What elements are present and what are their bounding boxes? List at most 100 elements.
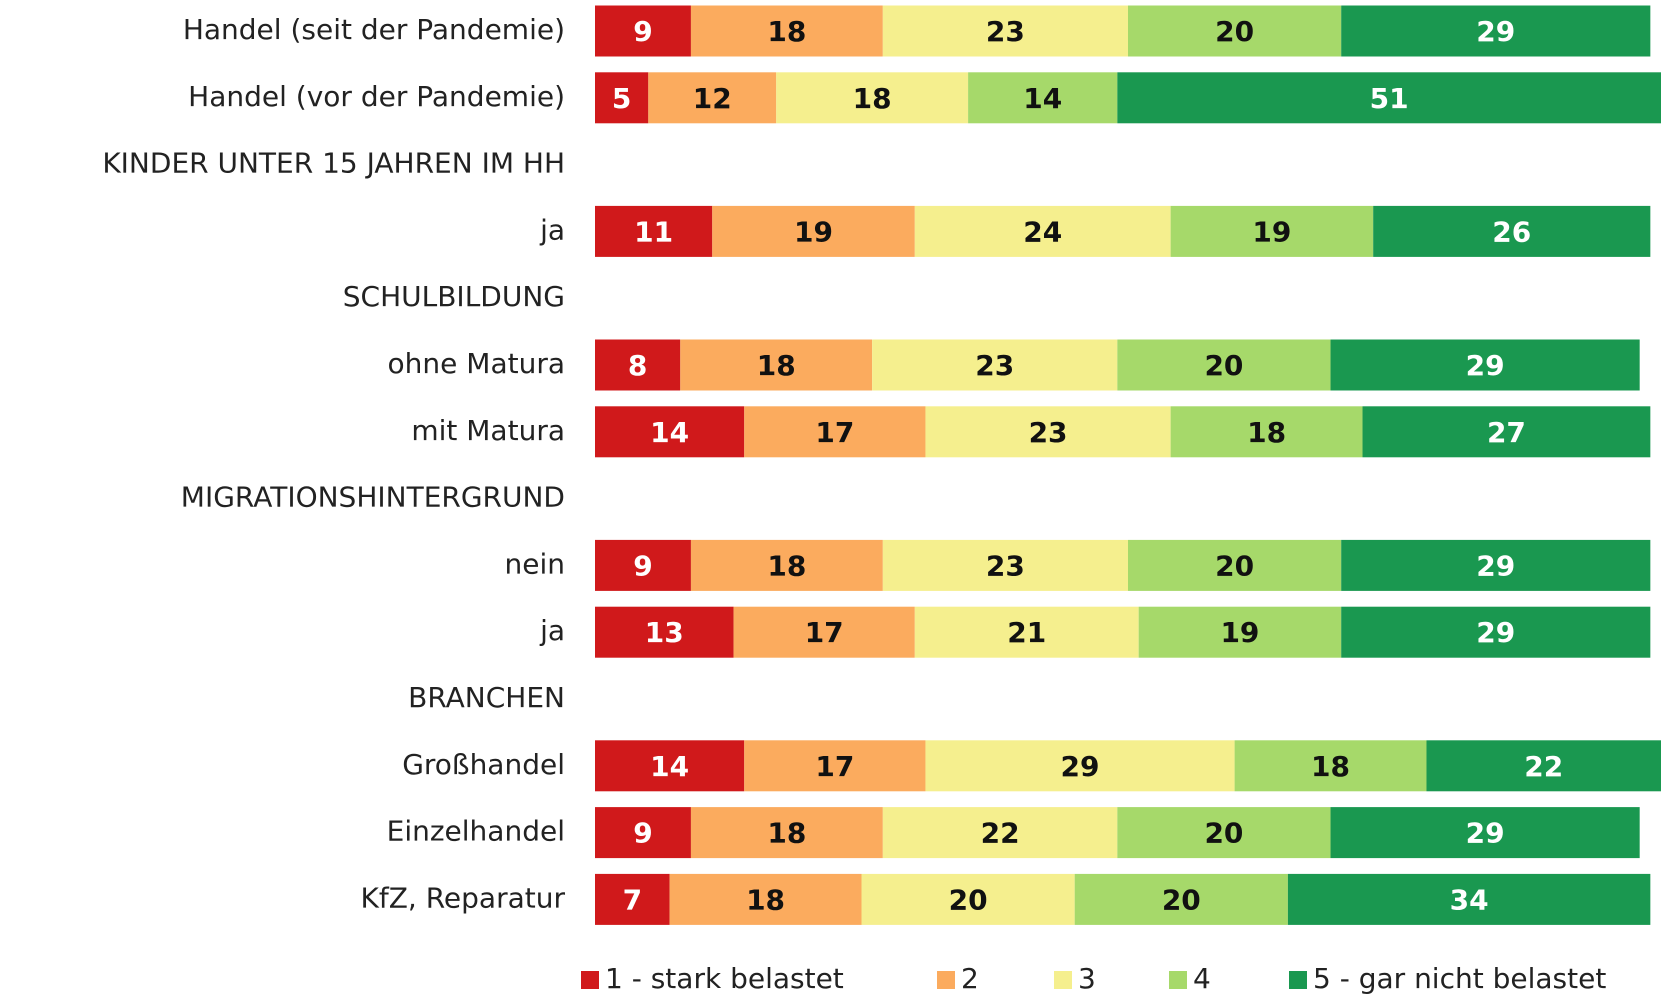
category-label: ja (539, 614, 565, 647)
bar-segment (1330, 339, 1640, 391)
data-label: 19 (1220, 616, 1259, 649)
data-label: 18 (1247, 416, 1286, 449)
bar-segment (1373, 205, 1651, 257)
data-label: 22 (1524, 750, 1563, 783)
data-label: 21 (1007, 616, 1046, 649)
category-label: Handel (seit der Pandemie) (183, 13, 565, 46)
data-label: 29 (1061, 750, 1100, 783)
bar-segment (1074, 873, 1288, 925)
bar-segment (882, 539, 1128, 591)
data-label: 9 (633, 817, 652, 850)
bar-segment (1117, 339, 1331, 391)
bar-segment (925, 406, 1171, 458)
bar-segment (712, 205, 915, 257)
data-label: 51 (1370, 82, 1409, 115)
data-label: 14 (650, 750, 689, 783)
bar-segment (595, 339, 681, 391)
bar-segment (1341, 606, 1651, 658)
data-label: 29 (1476, 616, 1515, 649)
bar-segment (914, 606, 1139, 658)
data-label: 11 (634, 215, 673, 248)
data-label: 14 (1023, 82, 1062, 115)
legend-label: 4 (1193, 962, 1211, 995)
data-label: 14 (650, 416, 689, 449)
data-label: 7 (623, 883, 642, 916)
data-label: 29 (1466, 817, 1505, 850)
data-label: 20 (949, 883, 988, 916)
bar-segment (595, 873, 670, 925)
data-label: 18 (1311, 750, 1350, 783)
data-label: 17 (805, 616, 844, 649)
category-label: KfZ, Reparatur (361, 881, 566, 914)
bar-segment (595, 539, 691, 591)
legend-label: 5 - gar nicht belastet (1313, 962, 1606, 995)
category-label: nein (505, 547, 566, 580)
data-label: 5 (612, 82, 631, 115)
legend-swatch (937, 971, 955, 989)
data-label: 20 (1215, 15, 1254, 48)
data-label: 34 (1450, 883, 1489, 916)
bar-segment (595, 807, 691, 859)
bar-segment (1117, 72, 1661, 124)
bar-segment (861, 873, 1075, 925)
data-label: 8 (628, 349, 647, 382)
category-label: Großhandel (402, 748, 565, 781)
data-label: 22 (981, 817, 1020, 850)
category-label: Einzelhandel (387, 815, 565, 848)
data-label: 23 (986, 15, 1025, 48)
data-label: 20 (1215, 549, 1254, 582)
data-label: 26 (1492, 215, 1531, 248)
bar-segment (968, 72, 1118, 124)
bar-segment (882, 807, 1118, 859)
bar-segment (744, 740, 926, 792)
data-label: 23 (986, 549, 1025, 582)
bar-segment (1138, 606, 1342, 658)
bar-segment (1234, 740, 1427, 792)
legend-swatch (581, 971, 599, 989)
bar-segment (1362, 406, 1651, 458)
bar-segment (872, 339, 1118, 391)
bar-segment (680, 339, 873, 391)
data-label: 12 (693, 82, 732, 115)
data-label: 29 (1476, 549, 1515, 582)
bar-segment (925, 740, 1235, 792)
data-label: 13 (645, 616, 684, 649)
bar-segment (733, 606, 915, 658)
category-label: ja (539, 213, 565, 246)
data-label: 20 (1204, 349, 1243, 382)
bar-segment (1128, 539, 1342, 591)
data-label: 23 (975, 349, 1014, 382)
bar-segment (1341, 539, 1651, 591)
data-label: 27 (1487, 416, 1526, 449)
data-label: 19 (794, 215, 833, 248)
data-label: 18 (767, 15, 806, 48)
category-label: MIGRATIONSHINTERGRUND (181, 481, 565, 514)
bar-segment (595, 5, 691, 57)
category-label: ohne Matura (388, 347, 565, 380)
bar-segment (690, 5, 883, 57)
bar-segment (669, 873, 862, 925)
category-label: mit Matura (411, 414, 565, 447)
bar-segment (882, 5, 1128, 57)
category-label: SCHULBILDUNG (343, 280, 565, 313)
bar-segment (690, 807, 883, 859)
data-label: 18 (853, 82, 892, 115)
legend-label: 2 (961, 962, 979, 995)
legend-swatch (1054, 971, 1072, 989)
data-label: 9 (633, 549, 652, 582)
legend-label: 3 (1078, 962, 1096, 995)
data-label: 17 (815, 416, 854, 449)
bar-segment (595, 740, 745, 792)
bar-segment (595, 205, 713, 257)
bar-segment (1117, 807, 1331, 859)
legend-label: 1 - stark belastet (605, 962, 844, 995)
data-label: 20 (1204, 817, 1243, 850)
bar-segment (1170, 406, 1363, 458)
bar-segment (595, 406, 745, 458)
data-label: 18 (746, 883, 785, 916)
data-label: 18 (767, 549, 806, 582)
data-label: 19 (1252, 215, 1291, 248)
data-label: 9 (633, 15, 652, 48)
